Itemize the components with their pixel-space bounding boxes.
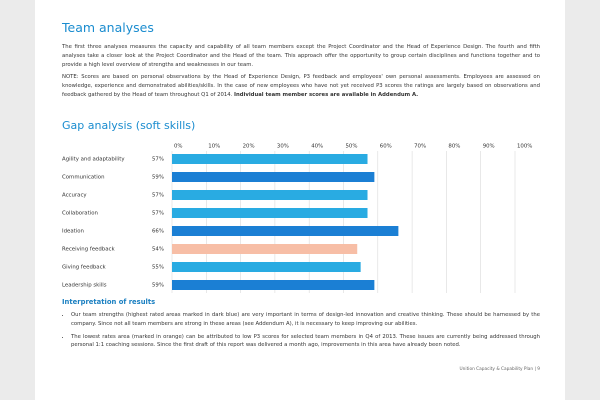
category-label: Receiving feedback	[62, 247, 115, 253]
bullet: Our team strengths (highest rated areas …	[71, 311, 540, 329]
bar	[172, 172, 375, 182]
page-title: Team analyses	[62, 20, 154, 35]
x-tick-label: 20%	[243, 144, 255, 150]
bullet: The lowest rates area (marked in orange)…	[71, 333, 540, 351]
value-label: 55%	[152, 265, 164, 271]
bullets: Our team strengths (highest rated areas …	[62, 311, 540, 354]
category-label: Communication	[62, 175, 105, 181]
value-label: 54%	[152, 247, 164, 253]
bar	[172, 280, 375, 290]
x-tick-label: 100%	[517, 144, 532, 150]
category-label: Collaboration	[62, 211, 98, 217]
intro: The first three analyses measures the ca…	[62, 44, 540, 68]
bar	[172, 154, 368, 164]
x-tick-label: 60%	[380, 144, 392, 150]
chart-title: Gap analysis (soft skills)	[62, 119, 196, 132]
value-label: 57%	[152, 211, 164, 217]
x-tick-label: 0%	[174, 144, 183, 150]
value-label: 57%	[152, 193, 164, 199]
x-tick-label: 10%	[208, 144, 220, 150]
x-tick-label: 40%	[311, 144, 323, 150]
value-label: 57%	[152, 157, 164, 163]
bar	[172, 226, 399, 236]
value-label: 59%	[152, 175, 164, 181]
footer: Unition Capacity & Capability Plan | 9	[459, 367, 540, 372]
bar	[172, 244, 358, 254]
note: NOTE: Scores are based on personal obser…	[62, 73, 540, 99]
x-tick-label: 50%	[346, 144, 358, 150]
x-tick-label: 70%	[414, 144, 426, 150]
bar	[172, 190, 368, 200]
value-label: 59%	[152, 283, 164, 289]
x-tick-label: 80%	[448, 144, 460, 150]
x-tick-label: 90%	[483, 144, 495, 150]
category-label: Agility and adaptability	[62, 157, 125, 163]
bar	[172, 262, 361, 272]
bullet-list: Our team strengths (highest rated areas …	[62, 311, 540, 350]
bar	[172, 208, 368, 218]
category-label: Giving feedback	[62, 265, 107, 271]
note-bold: Individual team member scores are availa…	[234, 91, 419, 98]
value-label: 66%	[152, 229, 164, 235]
x-tick-label: 30%	[277, 144, 289, 150]
section-title: Interpretation of results	[62, 298, 156, 306]
category-label: Accuracy	[62, 193, 87, 199]
category-label: Ideation	[62, 229, 84, 235]
note-text: NOTE: Scores are based on personal obser…	[62, 74, 540, 98]
category-label: Leadership skills	[62, 283, 107, 289]
